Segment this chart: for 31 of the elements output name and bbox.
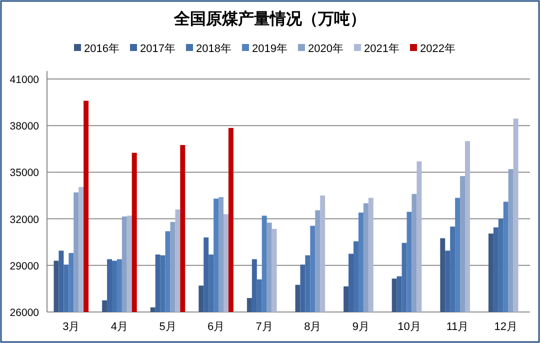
x-tick-label: 11月 [446,321,469,333]
x-tick-label: 3月 [62,321,80,333]
y-tick-label: 29000 [10,260,40,272]
chart-title: 全国原煤产量情况（万吨） [173,10,366,28]
x-tick-label: 12月 [494,321,518,333]
legend-label: 2016年 [84,43,120,55]
x-tick-label: 6月 [207,321,225,333]
y-tick-label: 26000 [10,307,40,319]
legend-label: 2018年 [196,43,232,55]
legend-item: 2021年 [354,43,400,55]
y-tick-label: 38000 [10,120,40,133]
legend-label: 2019年 [252,43,288,55]
x-tick-label: 7月 [256,321,273,333]
legend-item: 2022年 [410,43,456,55]
legend-item: 2017年 [130,43,176,55]
x-tick-label: 9月 [352,321,370,333]
x-tick-label: 4月 [110,321,128,333]
legend-label: 2022年 [420,43,456,55]
legend-item: 2018年 [186,43,232,55]
legend-label: 2020年 [308,43,344,55]
legend-item: 2019年 [242,43,288,55]
legend-label: 2021年 [364,43,400,55]
x-tick-label: 10月 [398,321,421,333]
y-tick-label: 32000 [10,214,40,226]
legend-item: 2016年 [74,43,120,55]
x-tick-label: 5月 [159,321,176,333]
x-tick-label: 8月 [304,321,322,333]
y-tick-label: 41000 [10,74,40,86]
legend-label: 2017年 [140,43,176,55]
y-tick-label: 35000 [10,167,40,180]
legend-item: 2020年 [298,43,344,55]
